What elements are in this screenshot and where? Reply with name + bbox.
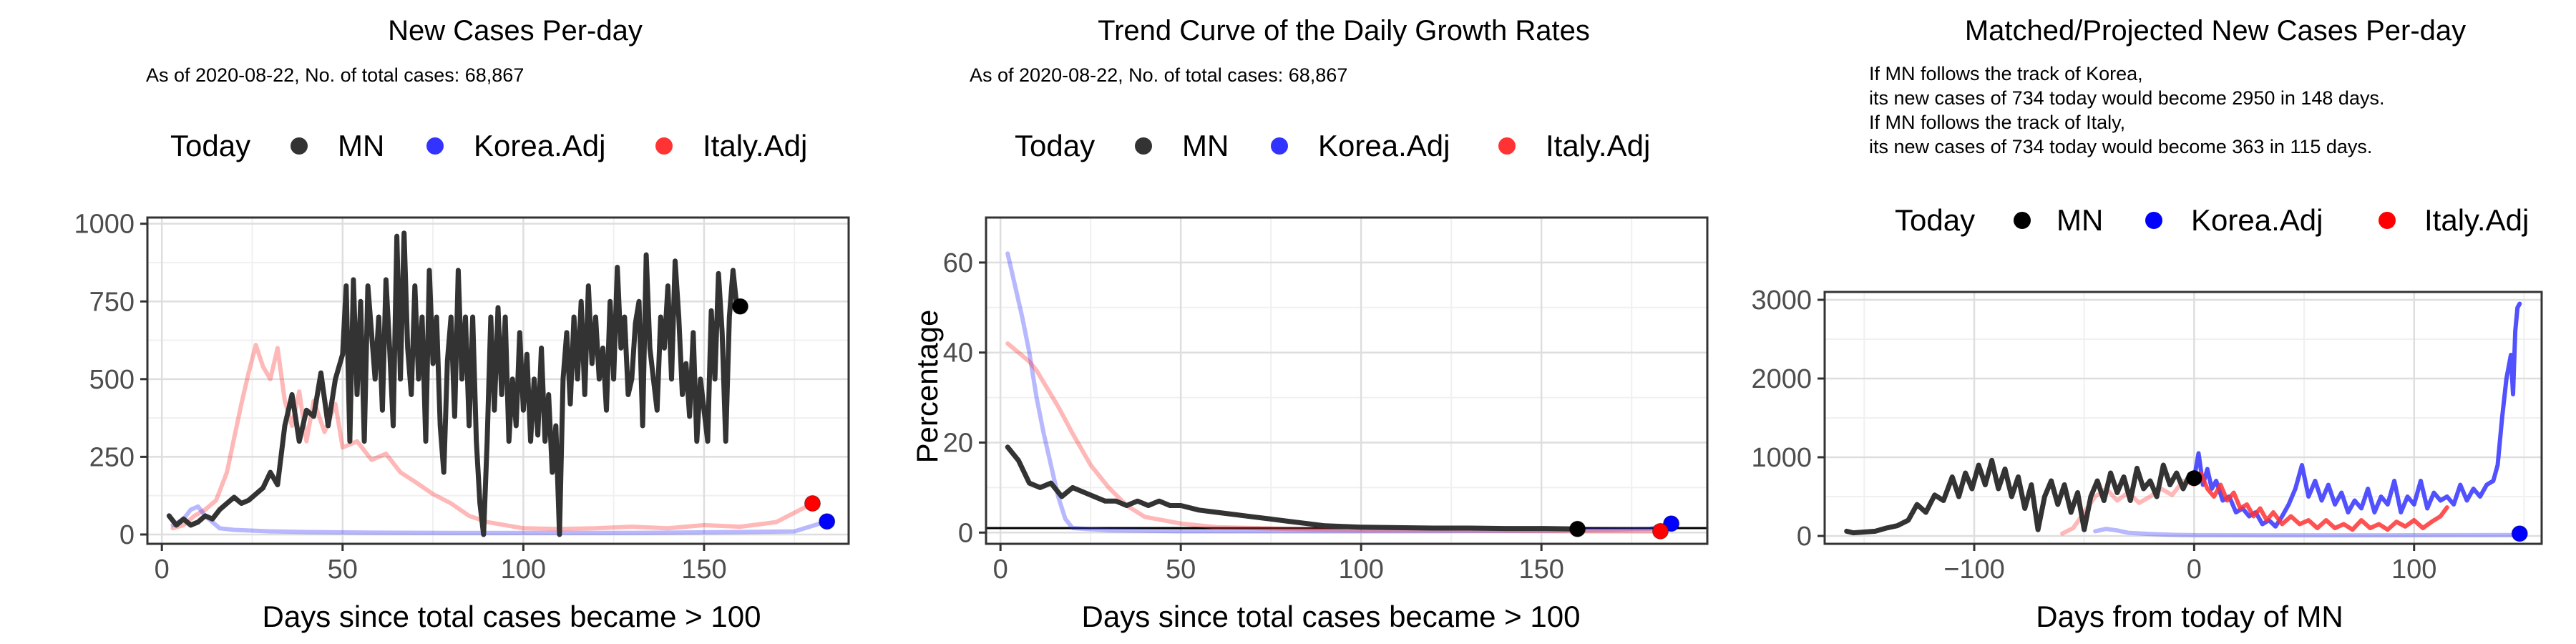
series-line-italy-adj	[2192, 471, 2449, 532]
panel3-title: Matched/Projected New Cases Per-day	[1965, 15, 2466, 47]
panel3-legend: Today MN Korea.Adj Italy.Adj	[1895, 203, 2529, 237]
today-point-italy-adj	[1652, 522, 1669, 540]
panel3-legend-italy: Italy.Adj	[2424, 203, 2529, 237]
panel2-legend: Today MN Korea.Adj Italy.Adj	[1015, 129, 1650, 162]
panel3-legend-korea: Korea.Adj	[2191, 203, 2323, 237]
panel2-legend-title: Today	[1015, 129, 1095, 162]
series-line-italy-adj	[170, 343, 815, 532]
x-tick-label: 100	[501, 555, 546, 585]
panel-new-cases: New Cases Per-day As of 2020-08-22, No. …	[74, 15, 850, 633]
x-tick-label: 50	[328, 555, 358, 585]
panel1-subtitle: As of 2020-08-22, No. of total cases: 68…	[146, 64, 524, 86]
series-line-mn	[166, 230, 743, 537]
y-tick-label: 0	[119, 520, 135, 550]
panel1-legend-italy-marker	[655, 137, 673, 155]
y-tick-label: 0	[1797, 522, 1812, 552]
today-point-mn	[731, 298, 748, 315]
y-tick-label: 1000	[1751, 443, 1812, 473]
y-tick-label: 500	[89, 365, 135, 395]
y-tick-label: 40	[943, 338, 973, 369]
panel3-subtitle-line4: its new cases of 734 today would become …	[1869, 136, 2372, 157]
y-tick-label: 20	[943, 428, 973, 458]
x-tick-label: 0	[2187, 555, 2202, 585]
y-tick-label: 2000	[1751, 364, 1812, 394]
plot-background	[986, 218, 1707, 544]
panel1-xlabel: Days since total cases became > 100	[263, 600, 761, 633]
panel2-legend-mn-marker	[1135, 137, 1152, 155]
panel1-legend-korea: Korea.Adj	[474, 129, 605, 162]
panel2-plot: 0 50 100 150 0 20 40 60	[943, 216, 1709, 585]
plot-border	[985, 216, 1709, 545]
x-tick-label: 150	[1518, 555, 1563, 585]
panel1-legend-title: Today	[170, 129, 250, 162]
panel2-legend-italy-marker	[1498, 137, 1516, 155]
y-tick-label: 250	[89, 442, 135, 472]
series-line-mn	[1005, 444, 1581, 532]
today-point-mn	[1569, 520, 1586, 537]
panel1-legend-mn: MN	[338, 129, 384, 162]
panel2-xlabel: Days since total cases became > 100	[1082, 600, 1581, 633]
panel2-legend-mn: MN	[1182, 129, 1229, 162]
panel3-legend-mn-marker	[2014, 212, 2031, 229]
panel2-ylabel: Percentage	[910, 310, 944, 464]
series-line-korea-adj	[170, 504, 829, 535]
y-tick-label: 0	[958, 518, 973, 548]
today-point-korea-adj	[819, 513, 836, 530]
panel2-legend-korea-marker	[1271, 137, 1288, 155]
panel3-subtitle-line2: its new cases of 734 today would become …	[1869, 87, 2384, 109]
y-tick-label: 3000	[1751, 286, 1812, 316]
panel1-plot: 0 50 100 150 0 250 500 750 1000	[74, 210, 850, 585]
panel2-legend-italy: Italy.Adj	[1546, 129, 1650, 162]
x-tick-label: 100	[1338, 555, 1383, 585]
panel1-legend-italy: Italy.Adj	[703, 129, 807, 162]
panel3-legend-mn: MN	[2057, 203, 2103, 237]
panel3-xlabel: Days from today of MN	[2036, 600, 2343, 633]
x-tick-label: −100	[1943, 555, 2005, 585]
x-tick-label: 50	[1166, 555, 1196, 585]
panel3-subtitle-line1: If MN follows the track of Korea,	[1869, 63, 2143, 84]
today-point-mn	[2186, 470, 2202, 487]
series-line-korea-adj	[2192, 301, 2522, 529]
x-tick-label: 150	[681, 555, 726, 585]
panel1-legend: Today MN Korea.Adj Italy.Adj	[170, 129, 807, 162]
x-tick-label: 100	[2391, 555, 2436, 585]
panel2-title: Trend Curve of the Daily Growth Rates	[1098, 15, 1590, 47]
panel2-legend-korea: Korea.Adj	[1318, 129, 1450, 162]
y-tick-label: 1000	[74, 210, 135, 240]
today-point-italy-adj	[804, 495, 821, 512]
series-line-korea-adj	[1005, 251, 1674, 534]
panel3-legend-korea-marker	[2145, 212, 2162, 229]
plot-border	[146, 216, 850, 545]
x-tick-label: 0	[993, 555, 1008, 585]
plot-border	[1823, 291, 2543, 545]
panel1-legend-mn-marker	[291, 137, 308, 155]
panel3-subtitle-line3: If MN follows the track of Italy,	[1869, 112, 2125, 133]
panel3-legend-italy-marker	[2379, 212, 2396, 229]
series-line-korea-adj	[2093, 527, 2515, 538]
panel-growth-rates: Trend Curve of the Daily Growth Rates As…	[910, 15, 1709, 633]
today-point-korea-adj	[2511, 525, 2528, 542]
panel3-legend-title: Today	[1895, 203, 1975, 237]
series-line-mn	[1844, 457, 2197, 536]
y-tick-label: 750	[89, 287, 135, 317]
x-tick-label: 0	[155, 555, 170, 585]
panel1-legend-korea-marker	[426, 137, 444, 155]
panel-projected: Matched/Projected New Cases Per-day If M…	[1751, 15, 2543, 633]
y-tick-label: 60	[943, 248, 973, 278]
panel2-subtitle: As of 2020-08-22, No. of total cases: 68…	[970, 64, 1347, 86]
panel1-title: New Cases Per-day	[388, 15, 643, 47]
